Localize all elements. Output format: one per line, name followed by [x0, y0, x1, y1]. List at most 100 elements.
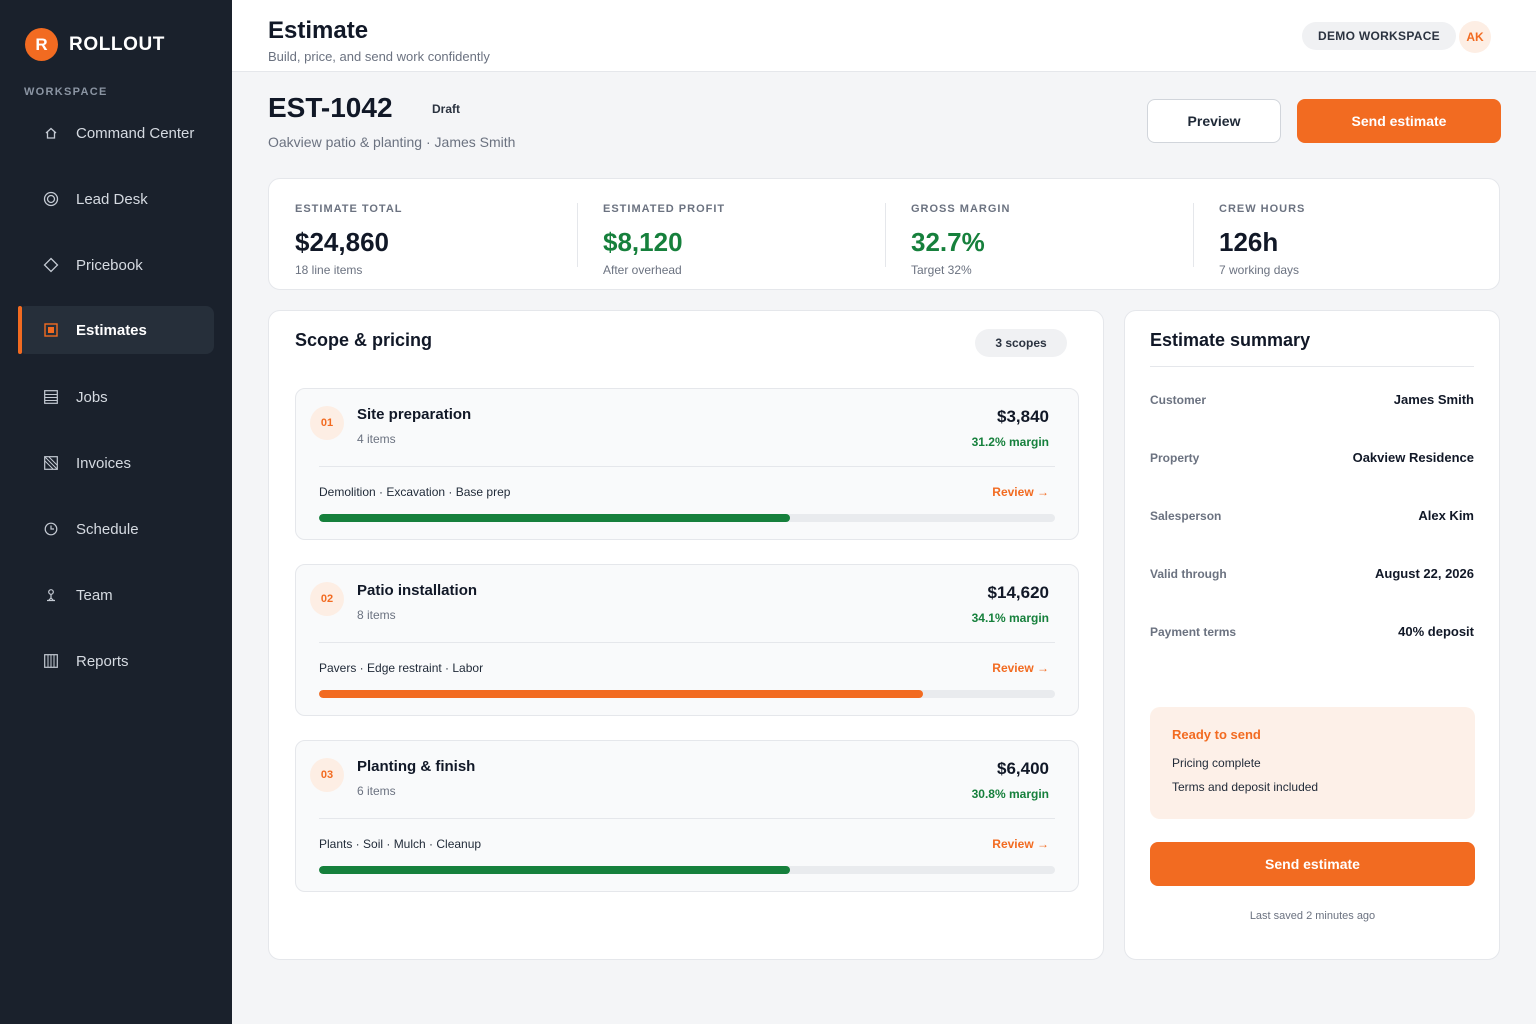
scope-item-patio-installation[interactable]: 02 Patio installation 8 items $14,620 34… [295, 564, 1079, 716]
stat-note: 18 line items [295, 263, 363, 277]
sidebar-item-label: Jobs [76, 388, 108, 406]
sidebar-item-label: Pricebook [76, 256, 143, 274]
scope-item-site-preparation[interactable]: 01 Site preparation 4 items $3,840 31.2%… [295, 388, 1079, 540]
page-subtitle: Build, price, and send work confidently [268, 49, 490, 64]
stat-value: $24,860 [295, 227, 389, 257]
ready-to-send-panel: Ready to send Pricing complete Terms and… [1150, 707, 1475, 819]
person-icon [42, 586, 60, 604]
scope-number: 02 [310, 582, 344, 616]
progress-bar [319, 866, 1055, 874]
ready-checklist-item: Terms and deposit included [1172, 780, 1319, 794]
document-icon [42, 321, 60, 339]
ready-title: Ready to send [1172, 727, 1261, 742]
sidebar-item-estimates[interactable]: Estimates [18, 306, 214, 354]
summary-key: Salesperson [1150, 509, 1222, 523]
progress-fill [319, 514, 791, 522]
scope-count-badge: 3 scopes [975, 329, 1067, 357]
stat-value: 126h [1219, 227, 1279, 257]
list-icon [42, 388, 60, 406]
sidebar-item-label: Schedule [76, 520, 139, 538]
stat-label: ESTIMATE TOTAL [295, 203, 403, 215]
scope-name: Site preparation [357, 406, 472, 423]
invoice-icon [42, 454, 60, 472]
top-header: Estimate Build, price, and send work con… [232, 0, 1536, 72]
scope-tags: Demolition · Excavation · Base prep [319, 485, 511, 499]
avatar[interactable]: AK [1459, 21, 1491, 53]
workspace-switcher[interactable]: DEMO WORKSPACE [1302, 22, 1456, 50]
scope-item-planting-finish[interactable]: 03 Planting & finish 6 items $6,400 30.8… [295, 740, 1079, 892]
progress-bar [319, 690, 1055, 698]
brand-name: ROLLOUT [69, 33, 166, 55]
target-icon [42, 190, 60, 208]
divider [1150, 366, 1474, 367]
progress-fill [319, 866, 791, 874]
scope-name: Planting & finish [357, 758, 476, 775]
sidebar-item-schedule[interactable]: Schedule [18, 505, 214, 553]
estimate-subtitle: Oakview patio & planting · James Smith [268, 134, 516, 150]
divider [319, 466, 1055, 467]
sidebar-item-command-center[interactable]: Command Center [18, 109, 214, 157]
brand-logo: R [25, 28, 58, 61]
section-title: Scope & pricing [295, 330, 433, 350]
scope-item-count: 4 items [357, 432, 396, 446]
stat-value: 32.7% [911, 227, 985, 257]
send-estimate-button-summary[interactable]: Send estimate [1150, 842, 1475, 886]
scope-margin: 31.2% margin [971, 435, 1049, 449]
summary-row-payment-terms: Payment terms 40% deposit [1150, 622, 1474, 642]
progress-bar [319, 514, 1055, 522]
scope-pricing-card: Scope & pricing 3 scopes 01 Site prepara… [268, 310, 1104, 960]
sidebar-item-label: Lead Desk [76, 190, 148, 208]
review-link[interactable]: Review → [992, 485, 1049, 499]
sidebar-item-lead-desk[interactable]: Lead Desk [18, 175, 214, 223]
sidebar-item-team[interactable]: Team [18, 571, 214, 619]
summary-row-customer: Customer James Smith [1150, 390, 1474, 410]
stat-estimated-profit: ESTIMATED PROFIT $8,120 After overhead [577, 179, 885, 291]
scope-price: $3,840 [997, 407, 1049, 426]
section-title: Estimate summary [1150, 330, 1311, 350]
scope-number: 03 [310, 758, 344, 792]
divider [319, 818, 1055, 819]
scope-price: $6,400 [997, 759, 1049, 778]
scope-price: $14,620 [987, 583, 1049, 602]
chart-icon [42, 652, 60, 670]
page-title: Estimate [268, 17, 369, 44]
brand[interactable]: R ROLLOUT [25, 28, 165, 61]
progress-fill [319, 690, 923, 698]
sidebar-item-label: Invoices [76, 454, 132, 472]
summary-row-valid-through: Valid through August 22, 2026 [1150, 564, 1474, 584]
stat-note: 7 working days [1219, 263, 1300, 277]
sidebar-item-invoices[interactable]: Invoices [18, 439, 214, 487]
stat-note: After overhead [603, 263, 682, 277]
summary-row-property: Property Oakview Residence [1150, 448, 1474, 468]
home-icon [42, 124, 60, 142]
last-saved-text: Last saved 2 minutes ago [1249, 910, 1376, 922]
stat-label: CREW HOURS [1219, 203, 1306, 215]
scope-tags: Plants · Soil · Mulch · Cleanup [319, 837, 482, 851]
sidebar-item-jobs[interactable]: Jobs [18, 373, 214, 421]
sidebar-item-pricebook[interactable]: Pricebook [18, 241, 214, 289]
review-link[interactable]: Review → [992, 661, 1049, 675]
scope-margin: 34.1% margin [971, 611, 1049, 625]
divider [577, 203, 578, 267]
stat-gross-margin: GROSS MARGIN 32.7% Target 32% [885, 179, 1193, 291]
preview-button[interactable]: Preview [1147, 99, 1281, 143]
divider [1193, 203, 1194, 267]
summary-key: Payment terms [1150, 625, 1237, 639]
stat-estimate-total: ESTIMATE TOTAL $24,860 18 line items [269, 179, 577, 291]
stat-label: ESTIMATED PROFIT [603, 203, 726, 215]
send-estimate-button[interactable]: Send estimate [1297, 99, 1501, 143]
sidebar-item-label: Estimates [76, 321, 147, 339]
divider [319, 642, 1055, 643]
summary-value: August 22, 2026 [1375, 566, 1474, 581]
diamond-icon [42, 256, 60, 274]
sidebar-item-label: Command Center [76, 124, 195, 142]
review-link[interactable]: Review → [992, 837, 1049, 851]
stat-note: Target 32% [911, 263, 972, 277]
summary-value: Oakview Residence [1352, 450, 1474, 465]
sidebar: R ROLLOUT WORKSPACE Command Center Lead … [0, 0, 232, 1024]
sidebar-item-label: Reports [76, 652, 129, 670]
estimate-summary-card: Estimate summary Customer James Smith Pr… [1124, 310, 1500, 960]
summary-value: James Smith [1393, 392, 1474, 407]
summary-row-salesperson: Salesperson Alex Kim [1150, 506, 1474, 526]
sidebar-item-reports[interactable]: Reports [18, 637, 214, 685]
